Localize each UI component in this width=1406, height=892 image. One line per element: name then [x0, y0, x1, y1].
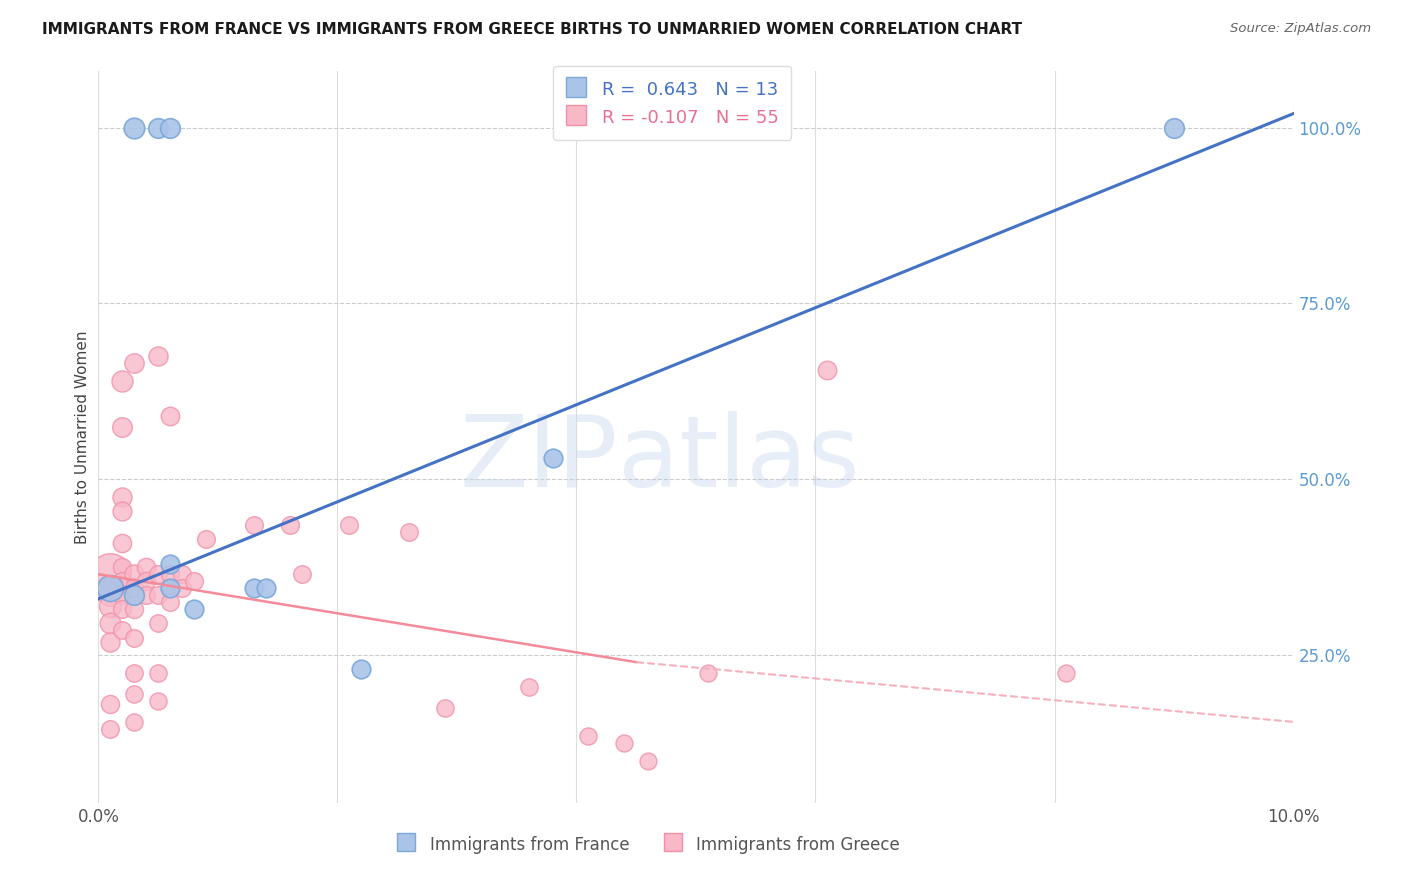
Point [637, 754, 659, 768]
Point [111, 490, 134, 504]
Point [148, 694, 170, 708]
Point [111, 560, 134, 574]
Point [111, 374, 134, 388]
Point [124, 665, 146, 680]
Point [159, 557, 181, 571]
Point [697, 665, 720, 680]
Point [98, 616, 122, 631]
Point [124, 687, 146, 701]
Point [111, 588, 134, 602]
Point [124, 631, 146, 645]
Point [98, 582, 122, 596]
Point [1163, 120, 1185, 135]
Point [148, 665, 170, 680]
Text: Source: ZipAtlas.com: Source: ZipAtlas.com [1230, 22, 1371, 36]
Point [278, 518, 301, 533]
Point [159, 582, 181, 596]
Point [124, 588, 146, 602]
Point [98, 567, 122, 582]
Point [111, 535, 134, 549]
Point [159, 582, 181, 596]
Point [124, 714, 146, 729]
Point [148, 588, 170, 602]
Point [135, 574, 157, 589]
Point [517, 680, 540, 694]
Point [135, 588, 157, 602]
Point [111, 419, 134, 434]
Point [1056, 665, 1078, 680]
Point [578, 729, 600, 743]
Point [111, 574, 134, 589]
Point [148, 567, 170, 582]
Point [148, 616, 170, 631]
Point [339, 518, 361, 533]
Point [111, 504, 134, 518]
Point [172, 582, 194, 596]
Point [183, 602, 205, 616]
Point [111, 624, 134, 638]
Text: IMMIGRANTS FROM FRANCE VS IMMIGRANTS FROM GREECE BIRTHS TO UNMARRIED WOMEN CORRE: IMMIGRANTS FROM FRANCE VS IMMIGRANTS FRO… [42, 22, 1022, 37]
Point [98, 584, 122, 599]
Text: ZIP: ZIP [460, 410, 619, 508]
Point [172, 567, 194, 582]
Legend: Immigrants from France, Immigrants from Greece: Immigrants from France, Immigrants from … [389, 828, 907, 860]
Point [350, 662, 373, 676]
Y-axis label: Births to Unmarried Women: Births to Unmarried Women [75, 330, 90, 544]
Point [434, 701, 457, 715]
Point [124, 120, 146, 135]
Point [135, 560, 157, 574]
Point [243, 518, 266, 533]
Point [159, 120, 181, 135]
Point [159, 409, 181, 423]
Point [124, 582, 146, 596]
Point [159, 567, 181, 582]
Point [541, 451, 564, 466]
Point [98, 722, 122, 736]
Point [98, 635, 122, 649]
Point [243, 582, 266, 596]
Point [98, 698, 122, 712]
Point [815, 363, 838, 377]
Point [111, 602, 134, 616]
Point [148, 349, 170, 363]
Point [124, 602, 146, 616]
Point [613, 736, 636, 750]
Point [159, 595, 181, 609]
Point [124, 356, 146, 370]
Point [148, 120, 170, 135]
Point [291, 567, 314, 582]
Point [195, 532, 218, 546]
Point [183, 574, 205, 589]
Text: atlas: atlas [619, 410, 860, 508]
Point [398, 524, 420, 539]
Point [254, 582, 277, 596]
Point [124, 567, 146, 582]
Point [98, 599, 122, 613]
